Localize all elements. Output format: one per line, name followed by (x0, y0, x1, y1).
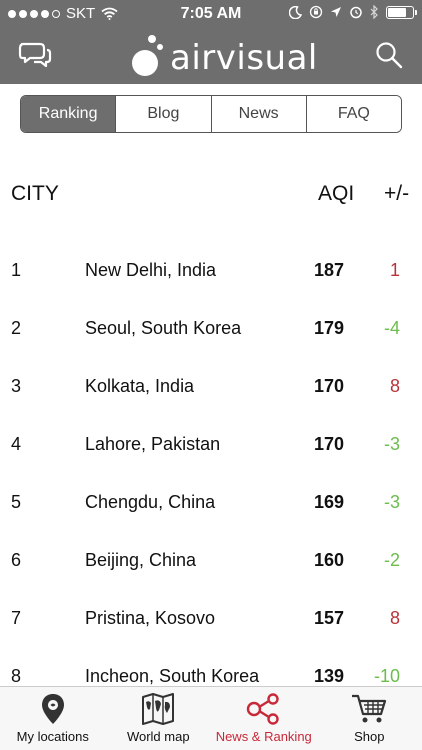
column-header-change[interactable]: +/- (384, 182, 410, 205)
row-change: -10 (373, 666, 400, 686)
row-city: New Delhi, India (85, 260, 217, 280)
row-rank: 6 (11, 550, 22, 570)
carrier-name: SKT (66, 5, 96, 22)
status-bar: SKT 7:05 AM (0, 0, 422, 26)
battery-icon (386, 5, 417, 19)
row-city: Incheon, South Korea (85, 666, 260, 686)
row-city: Seoul, South Korea (85, 318, 242, 338)
status-time: 7:05 AM (180, 5, 242, 22)
table-row[interactable]: 2 Seoul, South Korea 179 -4 (0, 308, 422, 348)
world-map-icon (142, 693, 175, 725)
table-row[interactable]: 5 Chengdu, China 169 -3 (0, 482, 422, 522)
logo-text: airvisual (170, 38, 318, 78)
row-aqi: 160 (314, 550, 345, 570)
column-header-aqi[interactable]: AQI (318, 182, 355, 205)
row-city: Lahore, Pakistan (85, 434, 221, 454)
row-city: Pristina, Kosovo (85, 608, 216, 628)
app-logo: airvisual (130, 34, 318, 78)
signal-strength-icon (8, 9, 60, 18)
row-change: 8 (389, 376, 400, 396)
row-aqi: 169 (314, 492, 345, 512)
row-rank: 2 (11, 318, 22, 338)
tab-label: My locations (16, 729, 89, 744)
column-header-city[interactable]: CITY (11, 182, 59, 205)
row-city: Beijing, China (85, 550, 197, 570)
row-change: -3 (383, 434, 400, 454)
app-header: SKT 7:05 AM (0, 0, 422, 84)
row-rank: 1 (11, 260, 22, 280)
chat-bubbles-icon (18, 42, 52, 68)
segment-ranking[interactable]: Ranking (21, 96, 116, 132)
segment-control: Ranking Blog News FAQ (20, 95, 402, 133)
airvisual-bubbles-icon (132, 35, 163, 76)
tab-shop[interactable]: Shop (317, 687, 422, 750)
tab-label: News & Ranking (215, 729, 312, 744)
search-icon (376, 42, 403, 69)
row-rank: 7 (11, 608, 22, 628)
segment-news[interactable]: News (210, 96, 306, 132)
row-city: Chengdu, China (85, 492, 216, 512)
row-aqi: 139 (314, 666, 345, 686)
share-network-icon (246, 693, 279, 725)
row-aqi: 170 (314, 434, 345, 454)
row-rank: 5 (11, 492, 22, 512)
alarm-icon (350, 6, 362, 19)
row-change: -3 (383, 492, 400, 512)
table-row[interactable]: 4 Lahore, Pakistan 170 -3 (0, 424, 422, 464)
row-change: 1 (389, 260, 400, 280)
search-button[interactable] (374, 40, 404, 70)
segment-blog[interactable]: Blog (115, 96, 211, 132)
row-aqi: 157 (314, 608, 345, 628)
table-row[interactable]: 3 Kolkata, India 170 8 (0, 366, 422, 406)
row-aqi: 187 (314, 260, 345, 280)
row-aqi: 179 (314, 318, 345, 338)
chat-button[interactable] (18, 40, 52, 70)
bottom-tab-bar: My locations World map News & Ranking Sh… (0, 686, 422, 750)
row-city: Kolkata, India (85, 376, 195, 396)
table-row[interactable]: 6 Beijing, China 160 -2 (0, 540, 422, 580)
table-row[interactable]: 7 Pristina, Kosovo 157 8 (0, 598, 422, 638)
segment-faq[interactable]: FAQ (305, 96, 401, 132)
rotation-lock-icon (309, 5, 323, 19)
tab-world-map[interactable]: World map (106, 687, 212, 750)
row-rank: 8 (11, 666, 22, 686)
row-change: -4 (383, 318, 400, 338)
moon-icon (289, 5, 302, 19)
location-pin-icon (41, 694, 64, 724)
row-aqi: 170 (314, 376, 345, 396)
table-row[interactable]: 1 New Delhi, India 187 1 (0, 250, 422, 290)
tab-label: Shop (354, 729, 385, 744)
row-rank: 4 (11, 434, 22, 454)
table-row[interactable]: 8 Incheon, South Korea 139 -10 (0, 656, 422, 686)
tab-label: World map (126, 729, 190, 744)
tab-news-ranking[interactable]: News & Ranking (211, 687, 317, 750)
row-rank: 3 (11, 376, 22, 396)
bluetooth-icon (370, 5, 378, 19)
row-change: 8 (389, 608, 400, 628)
wifi-icon (101, 7, 118, 20)
location-arrow-icon (331, 7, 341, 17)
row-change: -2 (383, 550, 400, 570)
shopping-cart-icon (352, 694, 387, 723)
ranking-list[interactable]: 1 New Delhi, India 187 1 2 Seoul, South … (0, 250, 422, 686)
tab-my-locations[interactable]: My locations (0, 687, 106, 750)
